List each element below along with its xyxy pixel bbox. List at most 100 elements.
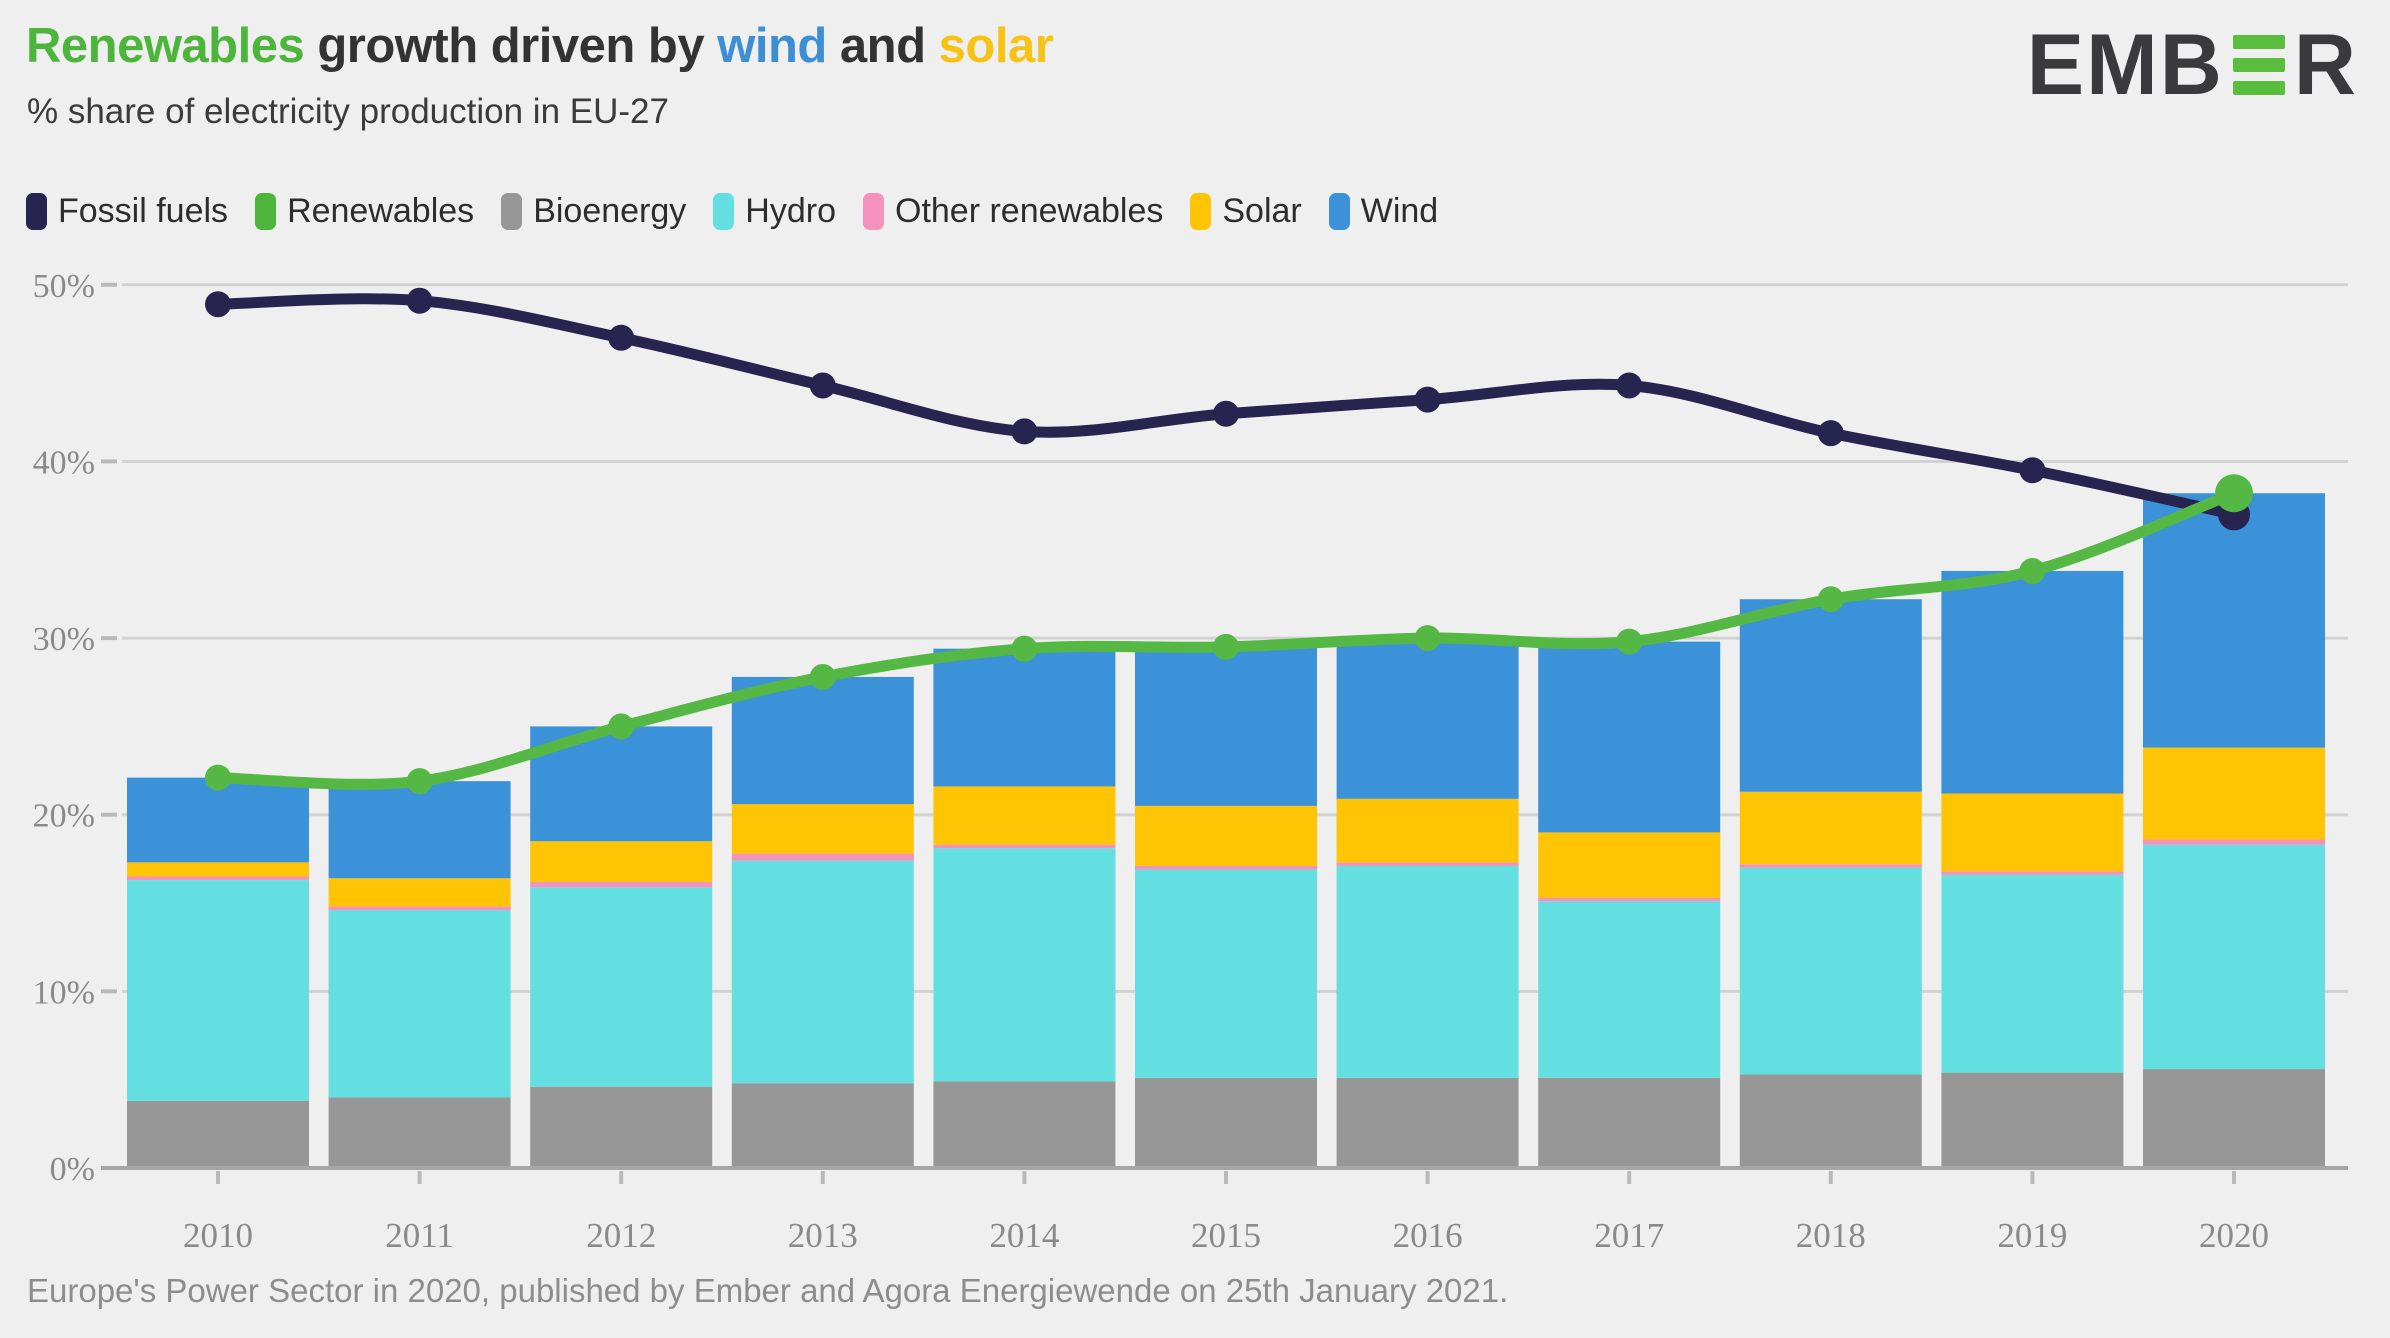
bar-segment-wind-2016: [1336, 638, 1519, 799]
y-axis-label: 20%: [33, 798, 95, 835]
bar-segment-bioenergy-2016: [1336, 1077, 1519, 1168]
bar-segment-hydro-2017: [1538, 901, 1721, 1078]
bar-segment-other-renewables-2019: [1941, 871, 2124, 875]
x-axis-label-2013: 2013: [788, 1216, 858, 1255]
y-axis-label: 0%: [50, 1151, 95, 1188]
legend-label: Hydro: [745, 192, 836, 230]
bar-segment-wind-2018: [1739, 599, 1922, 792]
bar-segment-solar-2020: [2143, 747, 2325, 840]
bar-segment-hydro-2018: [1739, 867, 1922, 1075]
bar-segment-other-renewables-2018: [1739, 864, 1922, 868]
renewables-point-2013: [809, 663, 836, 690]
bar-segment-wind-2011: [328, 781, 511, 879]
bar-segment-bioenergy-2015: [1135, 1077, 1317, 1168]
bar-segment-solar-2013: [731, 804, 914, 854]
bar-segment-bioenergy-2017: [1538, 1077, 1721, 1168]
fossil-fuels-point-2011: [406, 287, 433, 314]
bar-segment-other-renewables-2014: [933, 844, 1116, 849]
bar-segment-wind-2013: [731, 676, 914, 805]
renewables-point-2018: [1817, 586, 1844, 613]
fossil-fuels-point-2016: [1414, 386, 1441, 413]
source-note: Europe's Power Sector in 2020, published…: [27, 1272, 1509, 1309]
bar-segment-other-renewables-2016: [1336, 862, 1519, 866]
bar-segment-hydro-2019: [1941, 874, 2124, 1073]
fossil-fuels-point-2018: [1817, 420, 1844, 447]
logo-text-right: R: [2293, 17, 2358, 113]
legend-swatch-icon: [713, 193, 735, 230]
bar-segment-solar-2010: [127, 862, 309, 877]
renewables-point-2016: [1414, 625, 1441, 652]
bar-segment-hydro-2014: [933, 848, 1116, 1082]
bar-segment-solar-2014: [933, 786, 1116, 845]
logo-green-e-icon: [2232, 35, 2285, 95]
bar-segment-hydro-2020: [2143, 844, 2325, 1070]
bar-segment-wind-2010: [127, 777, 309, 863]
y-axis-label: 50%: [33, 268, 95, 305]
bar-segment-other-renewables-2010: [127, 876, 309, 881]
legend-item-wind: Wind: [1328, 192, 1439, 231]
bar-segment-solar-2012: [530, 841, 713, 882]
legend-label: Other renewables: [895, 192, 1164, 230]
fossil-fuels-point-2015: [1213, 400, 1239, 427]
bar-segment-bioenergy-2014: [933, 1081, 1116, 1168]
legend-swatch-icon: [255, 193, 277, 230]
legend-label: Renewables: [287, 192, 475, 230]
bar-segment-wind-2019: [1941, 570, 2124, 794]
legend-swatch-icon: [863, 193, 884, 230]
bar-segment-other-renewables-2017: [1538, 897, 1721, 902]
bar-segment-wind-2017: [1538, 641, 1721, 833]
renewables-point-2020: [2215, 474, 2253, 513]
x-axis-label-2016: 2016: [1393, 1216, 1463, 1255]
x-axis-label-2019: 2019: [1997, 1216, 2067, 1255]
page-title: Renewables growth driven by wind and sol…: [26, 18, 1054, 74]
bar-segment-solar-2018: [1739, 791, 1922, 865]
fossil-fuels-point-2014: [1011, 418, 1038, 445]
bar-segment-wind-2015: [1135, 646, 1317, 806]
legend-item-solar: Solar: [1190, 192, 1302, 231]
renewables-point-2015: [1213, 633, 1239, 660]
bar-segment-hydro-2012: [530, 887, 713, 1087]
logo-text-left: EMB: [2026, 17, 2224, 113]
legend-item-renewables: Renewables: [255, 192, 474, 231]
chart-legend: Fossil fuels Renewables Bioenergy Hydro Othe…: [26, 192, 1438, 231]
bar-segment-bioenergy-2010: [127, 1100, 309, 1168]
bar-segment-wind-2020: [2143, 493, 2325, 748]
fossil-fuels-point-2019: [2019, 457, 2046, 484]
y-axis-label: 40%: [33, 444, 95, 481]
bar-segment-bioenergy-2019: [1941, 1072, 2124, 1168]
title-text: and: [826, 19, 939, 73]
bar-segment-hydro-2011: [328, 910, 511, 1098]
legend-item-bioenergy: Bioenergy: [501, 192, 686, 231]
bar-segment-solar-2011: [328, 878, 511, 907]
bar-segment-hydro-2013: [731, 860, 914, 1084]
bar-segment-wind-2014: [933, 648, 1116, 787]
bar-segment-hydro-2016: [1336, 865, 1519, 1078]
bar-segment-hydro-2015: [1135, 869, 1317, 1078]
bar-segment-bioenergy-2020: [2143, 1069, 2325, 1168]
legend-item-hydro: Hydro: [713, 192, 836, 231]
title-word-wind: wind: [717, 19, 827, 73]
x-axis-label-2017: 2017: [1594, 1216, 1664, 1255]
legend-swatch-icon: [1328, 193, 1350, 230]
renewables-point-2017: [1616, 628, 1643, 655]
fossil-fuels-point-2012: [608, 324, 635, 351]
x-axis-label-2014: 2014: [989, 1216, 1059, 1255]
legend-label: Fossil fuels: [58, 192, 229, 230]
bar-segment-solar-2015: [1135, 805, 1317, 866]
title-word-solar: solar: [938, 19, 1054, 73]
y-axis-label: 30%: [33, 621, 95, 658]
bar-segment-other-renewables-2013: [731, 853, 914, 861]
bar-segment-solar-2017: [1538, 832, 1721, 898]
legend-item-other-renewables: Other renewables: [863, 192, 1163, 231]
bar-segment-bioenergy-2013: [731, 1083, 914, 1168]
x-axis-label-2010: 2010: [183, 1216, 253, 1255]
title-word-renewables: Renewables: [26, 19, 305, 73]
title-text: growth driven by: [304, 19, 718, 73]
fossil-fuels-point-2010: [205, 291, 231, 318]
legend-label: Wind: [1360, 192, 1439, 230]
bar-segment-solar-2016: [1336, 798, 1519, 863]
renewables-point-2010: [205, 764, 231, 791]
x-axis-label-2018: 2018: [1796, 1216, 1866, 1255]
x-axis-label-2015: 2015: [1191, 1216, 1261, 1255]
